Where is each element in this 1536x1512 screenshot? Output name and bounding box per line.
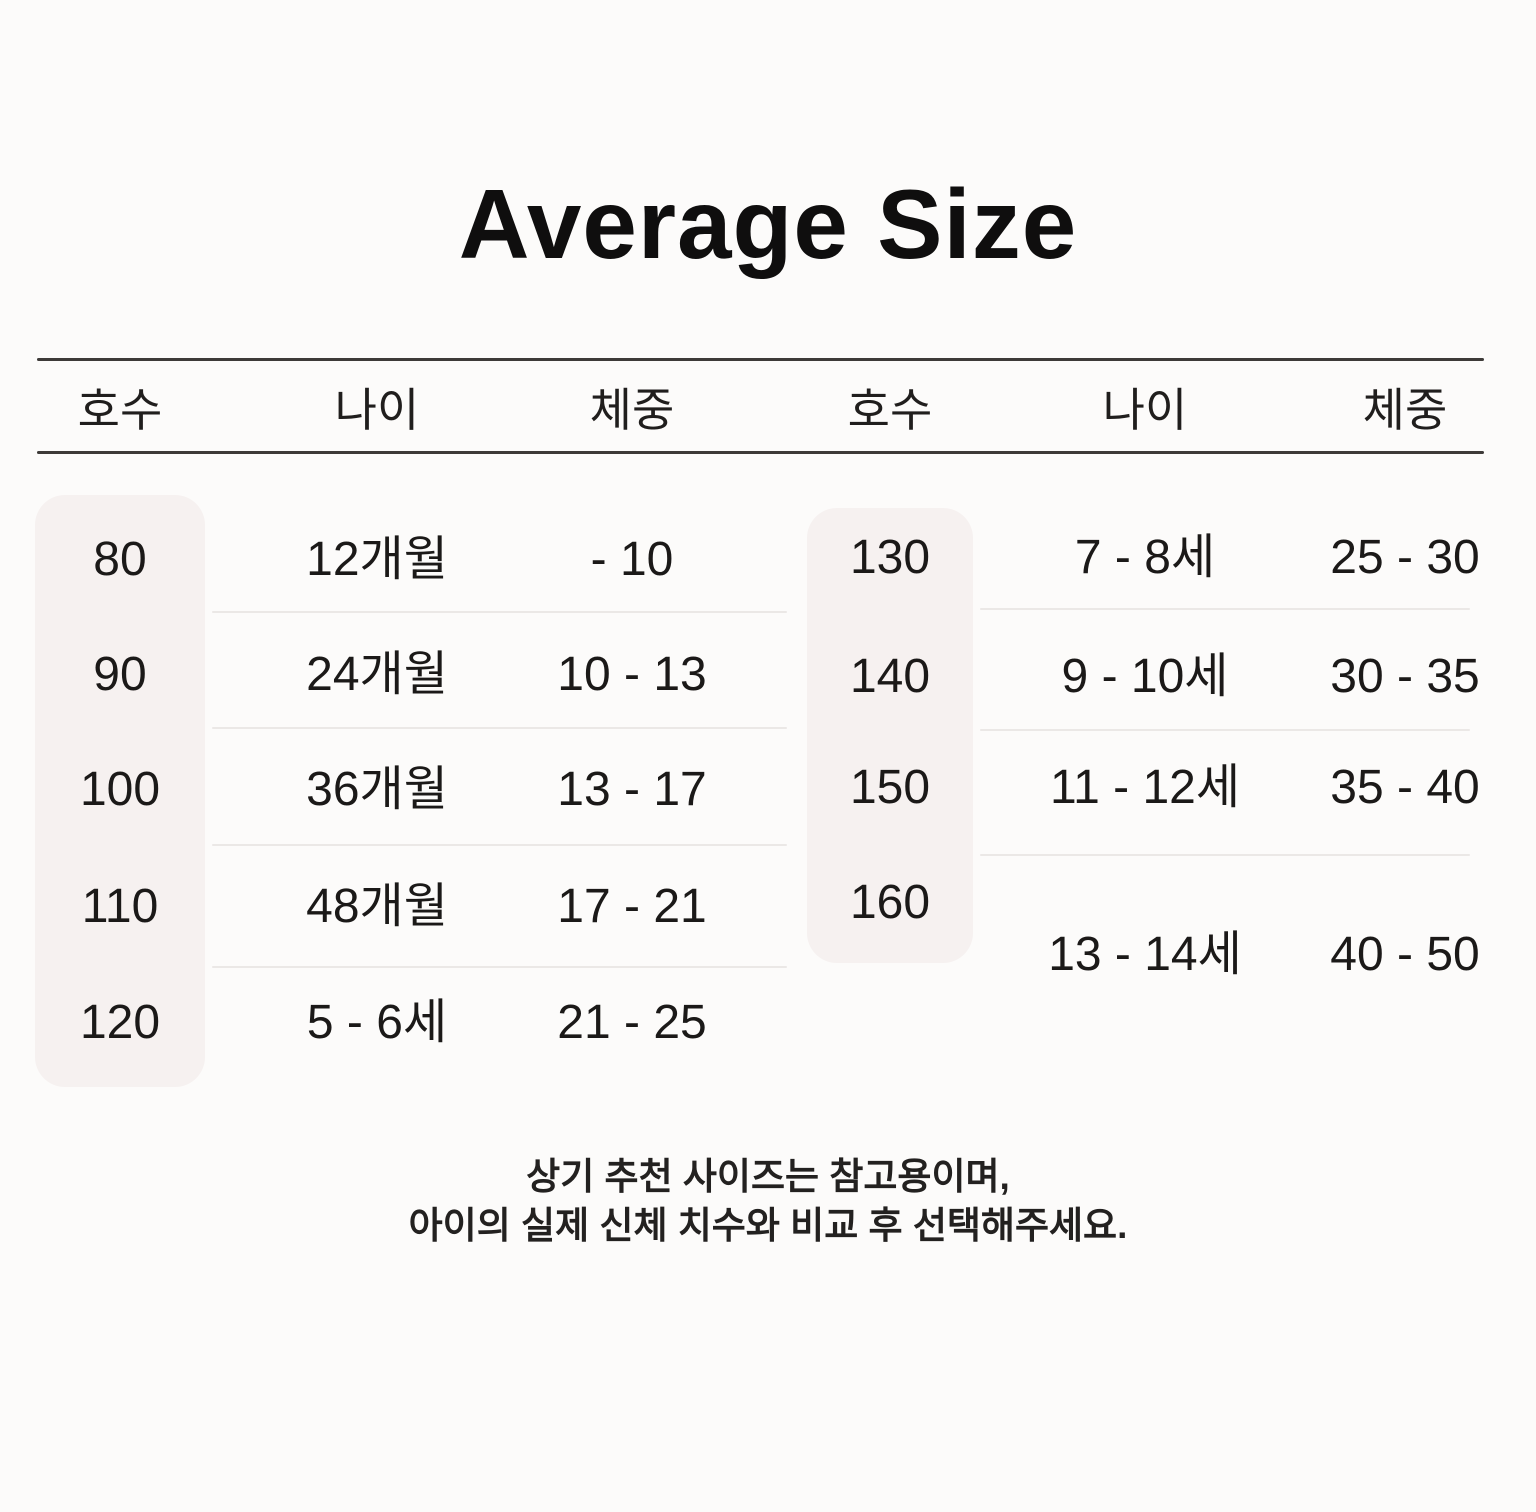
right-size-column-band (807, 508, 973, 963)
left-header-age: 나이 (334, 384, 420, 436)
table-row: 140 9 - 10세 30 - 35 (0, 637, 1536, 717)
right-header-size: 호수 (847, 384, 933, 436)
age-cell: 9 - 10세 (1061, 650, 1229, 703)
age-cell: 24개월 (306, 648, 448, 701)
row-divider (212, 727, 787, 729)
row-divider (980, 854, 1470, 856)
size-cell: 160 (849, 876, 931, 929)
size-cell: 80 (93, 533, 147, 586)
row-divider (212, 611, 787, 613)
table-row: 80 12개월 - 10 (0, 520, 1536, 600)
left-header-weight: 체중 (589, 384, 675, 436)
table-row: 100 36개월 13 - 17 (0, 750, 1536, 830)
age-cell: 12개월 (306, 533, 448, 586)
age-cell: 48개월 (306, 880, 448, 933)
age-cell: 7 - 8세 (1074, 531, 1216, 584)
header-row: 호수 나이 체중 호수 나이 체중 (0, 370, 1536, 450)
size-cell: 90 (93, 648, 147, 701)
weight-cell: 35 - 40 (1330, 761, 1480, 814)
right-header-weight: 체중 (1362, 384, 1448, 436)
age-cell: 36개월 (306, 763, 448, 816)
row-divider (980, 729, 1470, 731)
table-row: 160 13 - 14세 40 - 50 (0, 863, 1536, 981)
size-cell: 120 (79, 996, 161, 1049)
row-divider (980, 608, 1470, 610)
table-row: 110 48개월 17 - 21 (0, 867, 1536, 947)
weight-cell: 30 - 35 (1330, 650, 1480, 703)
row-divider (212, 966, 787, 968)
header-rule-bottom (37, 451, 1484, 454)
weight-cell: 21 - 25 (557, 996, 707, 1049)
table-row: 150 11 - 12세 35 - 40 (0, 748, 1536, 828)
row-divider (212, 844, 787, 846)
weight-cell: 10 - 13 (557, 648, 707, 701)
footer-note-line2: 아이의 실제 신체 치수와 비교 후 선택해주세요. (408, 1205, 1128, 1246)
footer-note-line1: 상기 추천 사이즈는 참고용이며, (526, 1156, 1010, 1197)
page-title: Average Size (458, 169, 1078, 279)
left-size-column-band (35, 495, 205, 1087)
age-cell: 13 - 14세 (1048, 928, 1242, 981)
weight-cell: 13 - 17 (557, 763, 707, 816)
table-row: 120 5 - 6세 21 - 25 (0, 983, 1536, 1063)
size-cell: 140 (849, 650, 931, 703)
weight-cell: 40 - 50 (1330, 928, 1480, 981)
weight-cell: 17 - 21 (557, 880, 707, 933)
size-cell: 100 (79, 763, 161, 816)
right-header-age: 나이 (1102, 384, 1188, 436)
age-cell: 5 - 6세 (306, 996, 448, 1049)
table-row: 130 7 - 8세 25 - 30 (0, 518, 1536, 598)
size-cell: 110 (81, 880, 159, 933)
table-row: 90 24개월 10 - 13 (0, 635, 1536, 715)
size-cell: 130 (849, 531, 931, 584)
left-header-size: 호수 (77, 384, 163, 436)
weight-cell: 25 - 30 (1330, 531, 1480, 584)
age-cell: 11 - 12세 (1049, 761, 1241, 814)
size-cell: 150 (849, 761, 931, 814)
header-rule-top (37, 358, 1484, 361)
footer-note: 상기 추천 사이즈는 참고용이며, 아이의 실제 신체 치수와 비교 후 선택해… (0, 1152, 1536, 1250)
weight-cell: - 10 (590, 533, 674, 586)
